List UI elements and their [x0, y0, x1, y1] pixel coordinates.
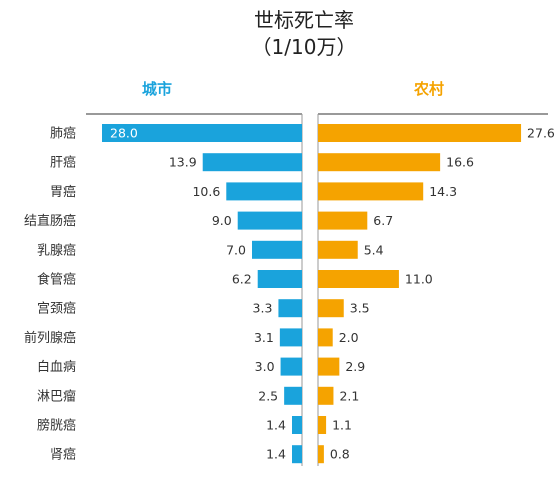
- value-label-rural: 1.1: [332, 418, 352, 433]
- bar-urban: [292, 445, 302, 464]
- category-label: 肝癌: [50, 155, 76, 171]
- value-label-rural: 5.4: [364, 242, 384, 257]
- value-label-urban: 7.0: [226, 242, 246, 257]
- value-label-urban: 3.1: [254, 330, 274, 345]
- value-label-urban: 10.6: [192, 184, 220, 199]
- bar-urban: [102, 124, 302, 142]
- chart-title-line2: （1/10万）: [252, 35, 357, 59]
- value-label-rural: 0.8: [330, 447, 350, 462]
- value-label-rural: 27.6: [527, 126, 555, 141]
- panel-title-urban: 城市: [142, 80, 172, 98]
- category-label: 肾癌: [50, 447, 76, 463]
- value-label-rural: 2.0: [339, 330, 359, 345]
- chart-title-line1: 世标死亡率: [254, 8, 354, 32]
- bar-rural: [318, 124, 522, 142]
- category-label: 食管癌: [37, 272, 76, 288]
- bar-urban: [257, 270, 302, 288]
- category-label: 白血病: [37, 359, 76, 375]
- category-label: 结直肠癌: [24, 213, 76, 229]
- bar-urban: [278, 299, 302, 318]
- bar-rural: [318, 299, 344, 318]
- value-label-rural: 2.1: [339, 388, 359, 403]
- bar-rural: [318, 386, 334, 405]
- value-label-urban: 1.4: [266, 447, 286, 462]
- value-label-urban: 2.5: [258, 388, 278, 403]
- value-label-rural: 14.3: [429, 184, 457, 199]
- bar-rural: [318, 416, 327, 434]
- bar-rural: [318, 182, 424, 201]
- bar-rural: [318, 328, 333, 347]
- bar-urban: [237, 211, 302, 230]
- category-label: 胃癌: [50, 184, 76, 200]
- value-label-urban: 6.2: [232, 272, 252, 287]
- category-label: 前列腺癌: [24, 330, 76, 346]
- panel-title-rural: 农村: [413, 80, 444, 98]
- bar-rural: [318, 211, 368, 230]
- bar-rural: [318, 445, 324, 464]
- category-label: 淋巴瘤: [37, 388, 76, 404]
- bar-urban: [284, 386, 302, 405]
- value-label-urban: 1.4: [266, 418, 286, 433]
- bar-rural: [318, 240, 358, 259]
- value-label-urban: 13.9: [169, 155, 197, 170]
- value-label-rural: 6.7: [373, 213, 393, 228]
- value-label-urban: 9.0: [212, 213, 232, 228]
- bar-urban: [279, 328, 302, 347]
- category-label: 膀胱癌: [37, 418, 76, 434]
- value-label-rural: 3.5: [350, 301, 370, 316]
- value-label-rural: 2.9: [345, 359, 365, 374]
- chart-marks: 肺癌 28.0 27.6 肝癌 13.9 16.6 胃癌 10.6 14.3 结直肠癌 9.0 6.7…: [24, 124, 555, 464]
- bar-urban: [280, 357, 302, 376]
- value-label-rural: 11.0: [405, 272, 433, 287]
- category-label: 肺癌: [50, 126, 76, 142]
- bar-rural: [318, 270, 399, 288]
- value-label-urban: 3.0: [255, 359, 275, 374]
- value-label-urban: 3.3: [253, 301, 273, 316]
- bar-urban: [226, 182, 302, 201]
- value-label-rural: 16.6: [446, 155, 474, 170]
- value-label-urban: 28.0: [110, 126, 138, 141]
- bar-urban: [292, 416, 302, 434]
- category-label: 宫颈癌: [37, 301, 76, 317]
- category-label: 乳腺癌: [37, 242, 76, 258]
- bar-urban: [202, 153, 302, 172]
- bar-rural: [318, 153, 441, 172]
- bar-rural: [318, 357, 340, 376]
- bar-urban: [252, 240, 302, 259]
